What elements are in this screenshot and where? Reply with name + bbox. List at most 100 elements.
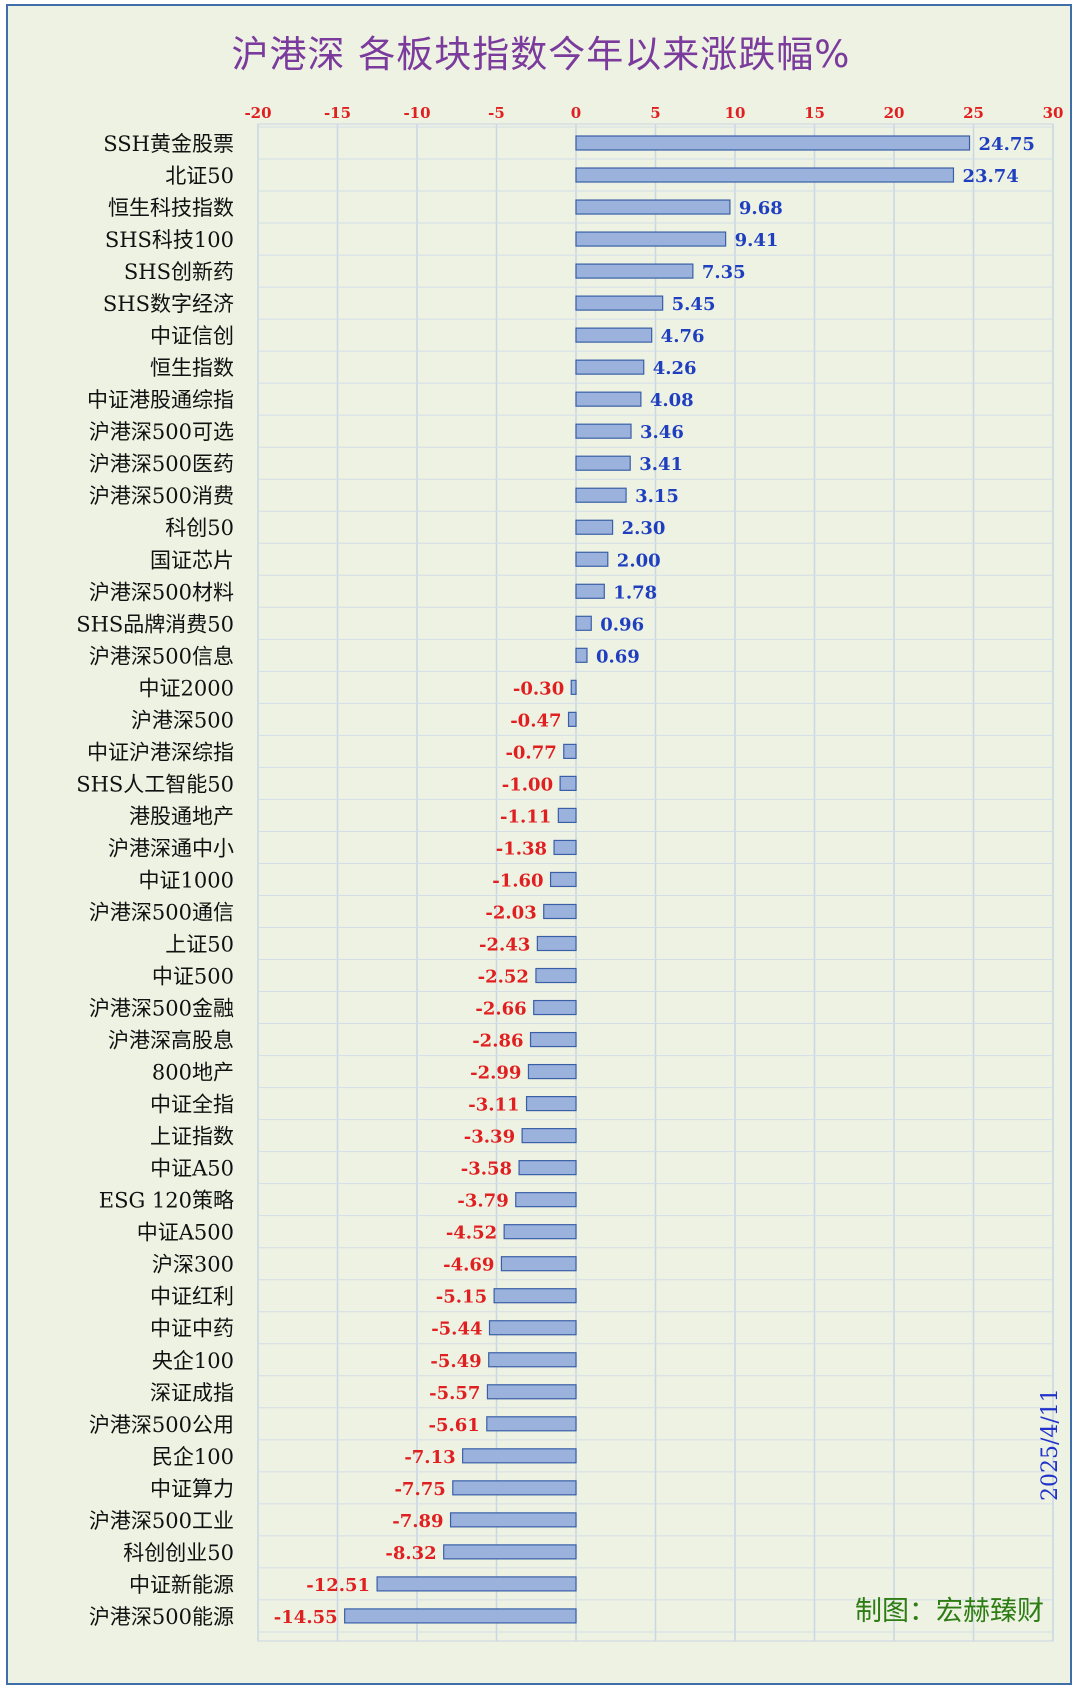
x-tick-label: 25 xyxy=(963,104,984,122)
category-label: 中证沪港深综指 xyxy=(87,740,234,764)
bar xyxy=(449,1512,577,1528)
category-label: 中证新能源 xyxy=(129,1573,234,1597)
value-label: -7.75 xyxy=(394,1479,445,1500)
bar xyxy=(500,1256,577,1272)
category-label: 中证算力 xyxy=(150,1477,234,1501)
x-tick-label: -20 xyxy=(244,104,271,122)
value-label: 1.78 xyxy=(613,582,657,603)
x-tick-label: -5 xyxy=(488,104,505,122)
bar xyxy=(521,1128,577,1144)
value-label: -2.86 xyxy=(472,1031,523,1052)
value-label: 4.26 xyxy=(653,358,697,379)
x-tick-label: 10 xyxy=(725,104,746,122)
category-label: 沪港深500可选 xyxy=(89,420,234,444)
category-label: 800地产 xyxy=(152,1061,234,1085)
bar xyxy=(575,263,694,279)
value-label: 2.30 xyxy=(622,518,666,539)
value-label: 7.35 xyxy=(702,262,746,283)
date-annotation: 2025/4/11 xyxy=(1038,1388,1063,1501)
category-label: 国证芯片 xyxy=(150,548,234,572)
bar xyxy=(518,1160,577,1176)
x-tick-label: -15 xyxy=(324,104,351,122)
category-label: 中证A50 xyxy=(150,1157,234,1181)
category-label: 港股通地产 xyxy=(129,804,234,828)
bar xyxy=(575,423,632,439)
category-label: 中证1000 xyxy=(139,868,234,892)
bar xyxy=(486,1384,577,1400)
bar xyxy=(575,135,971,151)
category-label: 沪港深500消费 xyxy=(89,484,234,508)
value-label: -1.38 xyxy=(496,838,547,859)
category-label: SHS品牌消费50 xyxy=(76,612,234,636)
value-label: 3.46 xyxy=(640,422,684,443)
category-label: 中证全指 xyxy=(150,1093,234,1117)
x-tick-label: -10 xyxy=(403,104,430,122)
value-label: -5.49 xyxy=(430,1351,481,1372)
value-label: 4.76 xyxy=(661,326,705,347)
value-label: 0.69 xyxy=(596,646,640,667)
value-label: -5.15 xyxy=(436,1287,487,1308)
bar xyxy=(462,1448,577,1464)
value-label: -0.30 xyxy=(513,678,564,699)
value-label: 3.15 xyxy=(635,486,679,507)
bar xyxy=(575,391,642,407)
bar xyxy=(567,711,577,727)
bar xyxy=(486,1416,577,1432)
value-label: 24.75 xyxy=(979,134,1035,155)
value-label: -0.47 xyxy=(510,710,561,731)
value-label: -2.66 xyxy=(475,999,526,1020)
bar xyxy=(549,871,577,888)
bar xyxy=(575,231,727,247)
value-label: -2.52 xyxy=(478,967,529,988)
category-label: 上证指数 xyxy=(150,1125,234,1149)
bar xyxy=(575,359,645,375)
value-label: -12.51 xyxy=(306,1575,370,1596)
value-label: -7.89 xyxy=(392,1511,443,1532)
category-label: 沪港深500能源 xyxy=(89,1605,234,1629)
value-label: 2.00 xyxy=(617,550,661,571)
category-label: 科创50 xyxy=(165,516,234,540)
category-label: SHS数字经济 xyxy=(103,292,234,316)
category-label: 中证中药 xyxy=(150,1317,234,1341)
bar xyxy=(575,295,664,311)
category-label: 科创创业50 xyxy=(123,1541,234,1565)
category-label: 中证2000 xyxy=(139,676,234,700)
credit-annotation: 制图：宏赫臻财 xyxy=(855,1596,1044,1627)
value-label: -1.11 xyxy=(500,806,551,827)
bar xyxy=(563,743,577,759)
bar xyxy=(575,647,588,663)
x-tick-label: 0 xyxy=(571,104,581,122)
value-label: -3.11 xyxy=(468,1095,519,1116)
category-label: 沪港深高股息 xyxy=(108,1029,234,1053)
bar xyxy=(503,1224,577,1240)
value-label: 3.41 xyxy=(639,454,683,475)
category-label: SHS科技100 xyxy=(105,228,234,252)
value-label: -2.03 xyxy=(485,902,536,923)
bar xyxy=(575,167,955,183)
bar xyxy=(543,903,577,920)
category-label: 沪港深500通信 xyxy=(89,900,234,924)
x-tick-label: 30 xyxy=(1043,104,1064,122)
category-label: 沪港深500 xyxy=(131,708,234,732)
value-label: 5.45 xyxy=(672,294,716,315)
category-label: 北证50 xyxy=(165,164,234,188)
value-label: -8.32 xyxy=(385,1543,436,1564)
bar xyxy=(575,455,631,471)
category-label: 中证500 xyxy=(152,965,234,989)
bar xyxy=(376,1576,577,1592)
category-label: 央企100 xyxy=(152,1349,234,1373)
bar xyxy=(344,1608,577,1624)
category-label: 沪港深500材料 xyxy=(89,580,234,604)
value-label: -2.43 xyxy=(479,935,530,956)
category-label: 恒生科技指数 xyxy=(108,196,234,220)
bar xyxy=(515,1192,577,1208)
bar xyxy=(557,807,577,824)
value-label: -7.13 xyxy=(404,1447,455,1468)
value-label: 0.96 xyxy=(600,614,644,635)
bar xyxy=(575,199,731,215)
value-label: -3.39 xyxy=(464,1127,515,1148)
bar xyxy=(575,583,605,599)
category-label: SSH黄金股票 xyxy=(103,132,234,156)
